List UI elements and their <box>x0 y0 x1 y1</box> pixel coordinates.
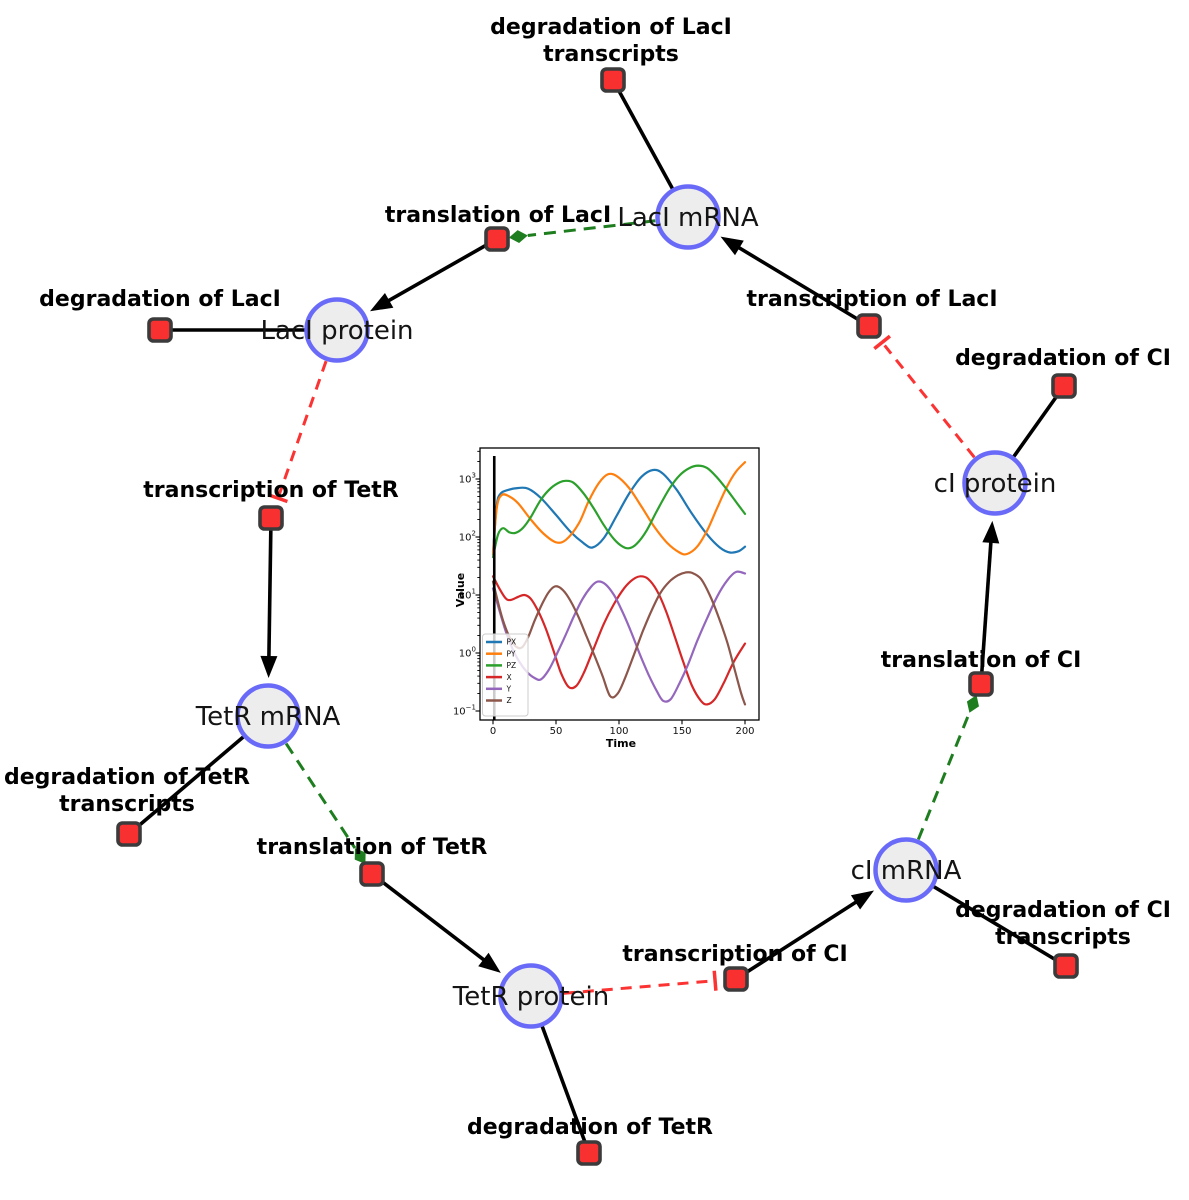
edge-modifier-laci-mrna-to-tl-laci-diamond-icon <box>508 230 528 243</box>
edge-inhibition-tetr-protein-to-tx-ci <box>563 979 712 995</box>
reaction-label-tx-laci: transcription of LacI <box>746 287 997 312</box>
reaction-label-tl-laci: translation of LacI <box>385 203 611 228</box>
reaction-node-tx-laci <box>856 313 882 339</box>
edge-modifier-ci-mrna-to-tl-ci <box>916 712 971 840</box>
reaction-label-deg-laci: degradation of LacI <box>39 287 281 312</box>
edge-product-tx-laci-to-laci-mrna-arrowhead-icon <box>720 236 744 256</box>
reaction-node-tx-ci <box>723 966 749 992</box>
x-tick-label: 50 <box>550 726 563 737</box>
series-pz <box>491 464 747 559</box>
x-axis-label: Time <box>606 737 636 750</box>
species-label-ci-protein: cI protein <box>934 469 1057 499</box>
edge-product-tx-tetr-to-tetr-mrna-arrowhead-icon <box>260 655 278 679</box>
inset-chart: 0 50 100 150 20010310210110010−1PXPYPZXYZTim… <box>453 434 777 760</box>
species-label-tetr-protein: TetR protein <box>452 982 609 1012</box>
legend-label-pz: PZ <box>507 661 517 670</box>
reaction-label-deg-laci-tx: transcripts <box>543 42 679 67</box>
reaction-node-tl-tetr <box>359 861 385 887</box>
edge-inhibition-tetr-protein-to-tx-ci-tee-icon <box>712 970 718 991</box>
species-node-tetr-protein <box>498 963 564 1029</box>
edge-product-tl-tetr-to-tetr-protein-arrowhead-icon <box>478 952 501 973</box>
edge-product-tl-laci-to-laci-protein <box>384 237 498 304</box>
legend-label-y: Y <box>506 685 512 694</box>
edge-product-tx-tetr-to-tetr-mrna <box>267 517 273 661</box>
reaction-node-deg-ci <box>1051 373 1077 399</box>
edge-product-tl-ci-to-ci-protein-arrowhead-icon <box>982 520 1000 544</box>
y-axis-label: Value <box>454 573 467 607</box>
edge-modifier-laci-mrna-to-tl-laci <box>527 219 656 237</box>
legend-box <box>482 633 529 717</box>
reaction-label-tl-tetr: translation of TetR <box>257 835 488 860</box>
reaction-label-deg-laci-tx: degradation of LacI <box>490 15 732 40</box>
reaction-node-deg-tetr-tx <box>116 821 142 847</box>
species-label-laci-mrna: LacI mRNA <box>617 203 758 233</box>
label-layer: degradation of LacItranscriptstranslatio… <box>4 15 1171 1140</box>
legend-label-z: Z <box>507 696 512 705</box>
reaction-node-deg-tetr <box>576 1140 602 1166</box>
x-tick-label: 0 <box>490 726 496 737</box>
reaction-label-tx-tetr: transcription of TetR <box>143 478 399 503</box>
reaction-label-deg-ci-tx: degradation of CI <box>955 898 1171 923</box>
reaction-label-deg-tetr-tx: degradation of TetR <box>4 765 250 790</box>
reaction-label-deg-ci: degradation of CI <box>955 346 1171 371</box>
edge-inhibition-ci-protein-to-tx-laci <box>883 344 976 459</box>
reaction-label-deg-ci-tx: transcripts <box>995 925 1131 950</box>
reaction-node-tl-laci <box>484 226 510 252</box>
edge-product-tl-tetr-to-tetr-protein <box>370 872 488 964</box>
edge-modifier-tetr-mrna-to-tl-tetr <box>284 742 357 849</box>
species-node-ci-protein <box>962 450 1028 516</box>
x-tick-label: 150 <box>672 726 691 737</box>
species-label-laci-protein: LacI protein <box>260 316 413 346</box>
edge-product-tl-ci-to-ci-protein <box>979 538 993 685</box>
reaction-node-tx-tetr <box>258 505 284 531</box>
chart-legend: PX PY PZ XYZ <box>482 633 529 717</box>
node-layer <box>116 67 1079 1166</box>
reaction-node-deg-ci-tx <box>1053 953 1079 979</box>
reaction-label-deg-tetr-tx: transcripts <box>59 792 195 817</box>
series-px <box>491 468 747 554</box>
species-label-ci-mrna: cI mRNA <box>851 856 962 886</box>
x-tick-label: 100 <box>609 726 628 737</box>
series-x <box>491 575 747 706</box>
species-node-laci-mrna <box>655 184 721 250</box>
series-py <box>491 461 747 556</box>
species-label-tetr-mrna: TetR mRNA <box>195 702 341 732</box>
reaction-node-deg-laci-tx <box>600 67 626 93</box>
reaction-label-tl-ci: translation of CI <box>881 648 1082 673</box>
edge-product-tx-ci-to-ci-mrna <box>735 898 860 981</box>
edge-modifier-ci-mrna-to-tl-ci-diamond-icon <box>966 695 979 713</box>
x-tick-label: 200 <box>735 726 754 737</box>
edge-modifier-tetr-mrna-to-tl-tetr-diamond-icon <box>354 848 366 864</box>
edge-inhibition-ci-protein-to-tx-laci-tee-icon <box>873 334 892 351</box>
reaction-label-tx-ci: transcription of CI <box>622 942 847 967</box>
legend-label-py: PY <box>507 649 516 658</box>
edge-inhibition-laci-protein-to-tx-tetr-tee-icon <box>267 493 288 504</box>
edge-product-tx-laci-to-laci-mrna <box>735 244 870 328</box>
reaction-label-deg-tetr: degradation of TetR <box>467 1115 713 1140</box>
species-node-ci-mrna <box>873 837 939 903</box>
legend-label-x: X <box>507 673 512 682</box>
edge-product-tl-laci-to-laci-protein-arrowhead-icon <box>370 292 394 312</box>
species-node-tetr-mrna <box>235 683 301 749</box>
edge-inhibition-laci-protein-to-tx-tetr <box>277 360 328 495</box>
reaction-node-deg-laci <box>147 317 173 343</box>
reaction-node-tl-ci <box>968 671 994 697</box>
edge-product-tx-ci-to-ci-mrna-arrowhead-icon <box>850 890 875 910</box>
species-node-laci-protein <box>304 297 370 363</box>
legend-label-px: PX <box>507 638 517 647</box>
